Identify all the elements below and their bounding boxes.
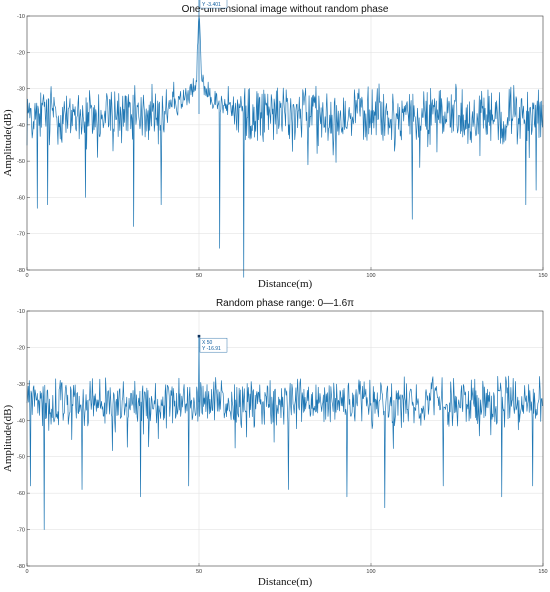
- y-tick-label: -20: [17, 345, 25, 351]
- axes-frame: [26, 15, 544, 271]
- x-tick-label: 50: [196, 273, 202, 279]
- y-tick-label: -30: [17, 87, 25, 93]
- x-tick-label: 150: [538, 569, 547, 575]
- plot-area: [27, 311, 543, 566]
- datatip-y: Y -16.91: [202, 346, 221, 352]
- plot-area: [27, 16, 543, 270]
- y-tick-label: -20: [17, 50, 25, 56]
- y-tick-label: -40: [17, 123, 25, 129]
- y-axis-label: Amplitude(dB): [2, 109, 14, 177]
- x-tick-label: 150: [538, 273, 547, 279]
- x-axis-label: Distance(m): [258, 576, 313, 588]
- y-tick-label: -70: [17, 232, 25, 238]
- y-tick-label: -40: [17, 418, 25, 424]
- chart-panel-2: 0 50 100 150 -10 -20 -30 -40 -50 -60 -70 -80 Random …: [2, 298, 548, 588]
- y-tick-label: -70: [17, 528, 25, 534]
- series-line: [26, 15, 544, 278]
- chart-title: One-dimensional image without random pha…: [182, 4, 389, 15]
- y-tick-label: -50: [17, 159, 25, 165]
- x-tick-label: 100: [366, 569, 375, 575]
- series-line: [26, 335, 544, 530]
- x-axis-label: Distance(m): [258, 278, 313, 290]
- datatip-box: [199, 337, 228, 353]
- datatip: X 50Y -16.91: [199, 337, 228, 353]
- datatip-y: Y -3.401: [202, 2, 221, 8]
- x-tick-label: 0: [25, 273, 28, 279]
- axes-frame: [26, 310, 544, 567]
- y-tick-label: -80: [17, 268, 25, 274]
- datatip-box: [199, 0, 228, 9]
- chart-panel-1: 0 50 100 150 -10 -20 -30 -40 -50 -60 -70 -80 One-dim…: [2, 0, 548, 290]
- y-tick-label: -30: [17, 382, 25, 388]
- x-tick-label: 0: [25, 569, 28, 575]
- y-tick-label: -60: [17, 491, 25, 497]
- y-axis-label: Amplitude(dB): [2, 405, 14, 473]
- x-tick-label: 50: [196, 569, 202, 575]
- datatip-x: X 50: [202, 340, 213, 346]
- datatip: X 50Y -3.401: [199, 0, 228, 9]
- y-tick-label: -50: [17, 455, 25, 461]
- chart-title: Random phase range: 0—1.6π: [216, 298, 354, 309]
- y-tick-label: -10: [17, 14, 25, 20]
- y-tick-label: -10: [17, 309, 25, 315]
- y-tick-label: -80: [17, 564, 25, 570]
- datatip-x: X 50: [202, 0, 213, 2]
- y-tick-label: -60: [17, 195, 25, 201]
- peak-marker: [197, 334, 201, 338]
- x-tick-label: 100: [366, 273, 375, 279]
